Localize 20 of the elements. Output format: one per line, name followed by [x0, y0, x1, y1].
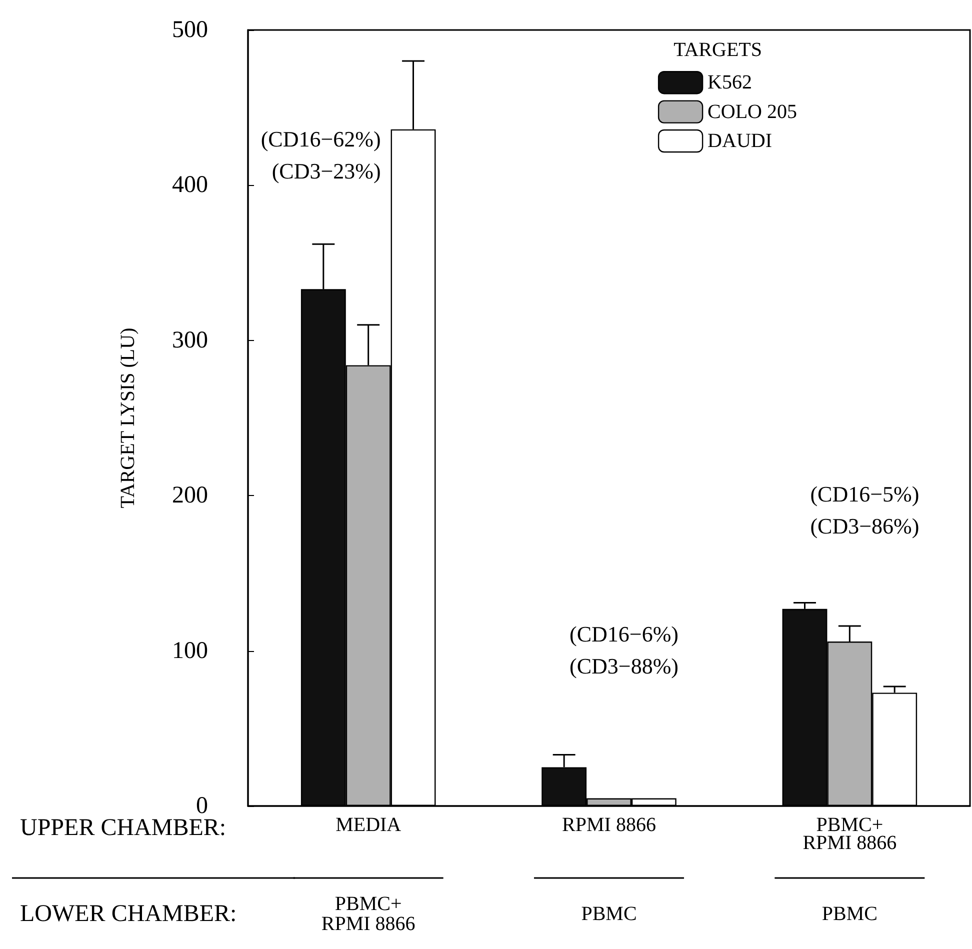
legend-label: DAUDI — [708, 130, 772, 152]
legend-title: TARGETS — [674, 39, 762, 61]
annotation: (CD16−6%) (CD3−88%) — [570, 622, 678, 678]
y-tick-label: 300 — [172, 327, 208, 354]
y-tick-label: 400 — [172, 172, 208, 198]
legend-label: K562 — [708, 72, 752, 94]
y-tick-label: 100 — [172, 638, 208, 664]
x-tick-label: MEDIA — [336, 814, 402, 836]
x-tick-label: RPMI 8866 — [562, 814, 656, 836]
text: PBMC — [581, 903, 637, 925]
y-axis-title: TARGET LYSIS (LU) — [117, 328, 139, 508]
annotation: (CD16−5%) (CD3−86%) — [810, 482, 920, 538]
legend-label: COLO 205 — [708, 100, 798, 123]
annotation: (CD16−62%) (CD3−23%) — [260, 126, 381, 184]
text: PBMC — [822, 903, 878, 925]
text: PBMC+ RPMI 8866 — [321, 893, 416, 935]
text: LOWER CHAMBER: — [20, 901, 237, 927]
x-tick-label: PBMC+ RPMI 8866 — [802, 814, 897, 854]
y-tick-label: 500 — [172, 17, 208, 43]
y-tick-label: 200 — [172, 482, 208, 509]
